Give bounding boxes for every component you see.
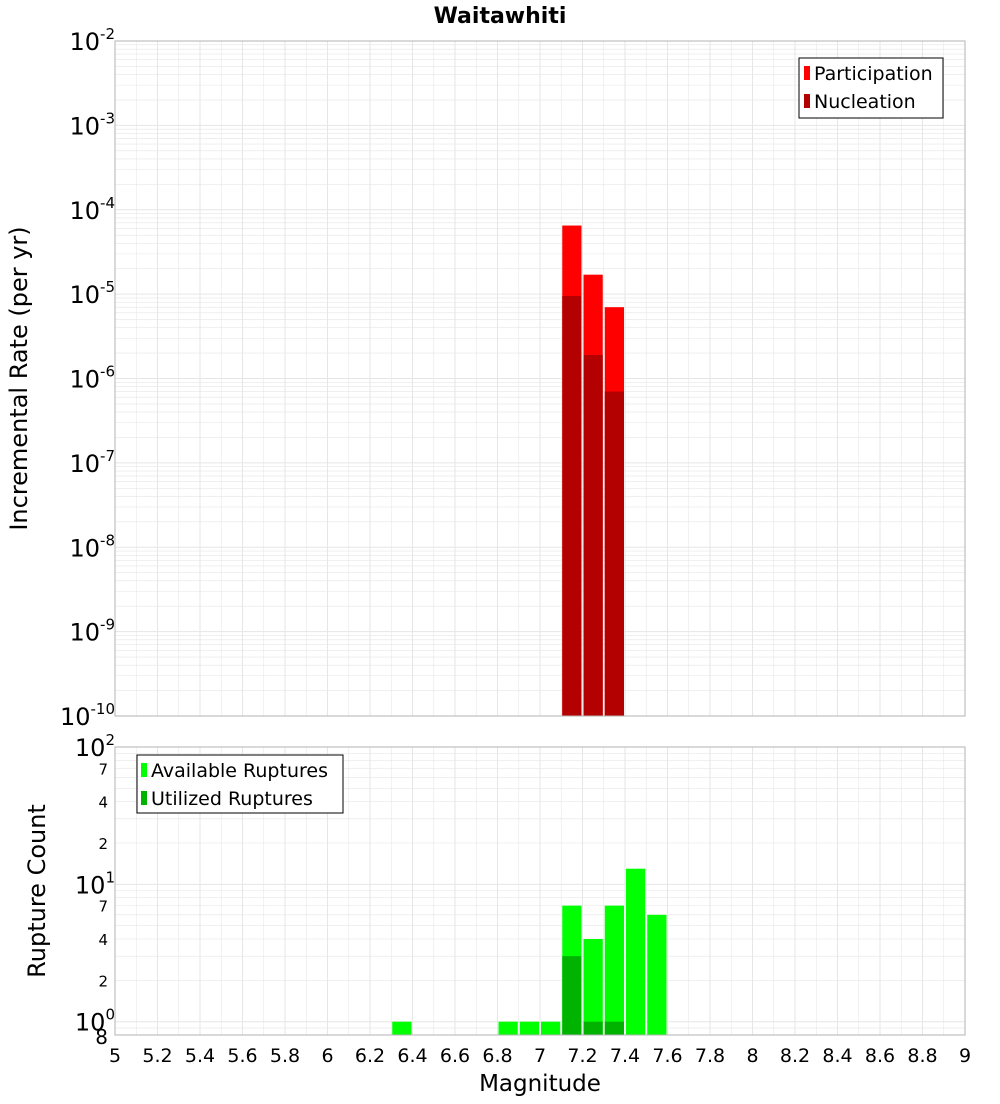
- bottom-bar-utilized-ruptures: [604, 1021, 624, 1035]
- top-legend-box: [798, 57, 944, 119]
- bottom-bar-available-ruptures: [583, 939, 603, 1035]
- x-tick-label: 5.2: [142, 1045, 172, 1067]
- x-axis-label: Magnitude: [479, 1071, 601, 1097]
- bottom-bar-available-ruptures: [541, 1021, 561, 1035]
- x-tick-label: 7.8: [695, 1045, 725, 1067]
- x-tick-label: 8.6: [865, 1045, 895, 1067]
- bottom-bar-available-ruptures: [519, 1021, 539, 1035]
- bottom-y-tick-label: 8: [95, 1025, 108, 1049]
- top-y-axis-label: Incremental Rate (per yr): [5, 226, 33, 530]
- top-legend: Participation Nucleation: [798, 57, 944, 119]
- x-tick-label: 5: [109, 1045, 121, 1067]
- x-tick-label: 8: [746, 1045, 758, 1067]
- x-tick-label: 7.6: [652, 1045, 682, 1067]
- bottom-bar-available-ruptures: [626, 868, 646, 1035]
- top-bars: [562, 225, 624, 716]
- x-tick-label: 8.2: [780, 1045, 810, 1067]
- top-y-tick-label: 10-6: [69, 363, 115, 394]
- top-y-tick-label: 10-9: [69, 616, 115, 647]
- bottom-bar-available-ruptures: [498, 1021, 518, 1035]
- legend-swatch: [141, 763, 147, 777]
- top-bar-nucleation: [604, 391, 624, 716]
- bottom-bar-available-ruptures: [392, 1021, 412, 1035]
- bottom-bar-utilized-ruptures: [562, 956, 582, 1035]
- top-bar-nucleation: [562, 296, 582, 716]
- top-y-tick-label: 10-4: [69, 194, 115, 225]
- bottom-y-tick-label-minor: 7: [98, 760, 108, 778]
- bottom-y-tick-label: 102: [75, 731, 115, 762]
- legend-swatch: [804, 94, 810, 108]
- bottom-legend: Available Ruptures Utilized Ruptures: [136, 754, 344, 814]
- bottom-y-tick-label-minor: 7: [98, 898, 108, 916]
- x-tick-label: 5.6: [227, 1045, 257, 1067]
- legend-label: Nucleation: [814, 91, 916, 113]
- x-tick-label: 6: [321, 1045, 333, 1067]
- top-plot-frame: [114, 40, 966, 717]
- top-y-tick-label: 10-7: [69, 447, 115, 478]
- x-tick-label: 5.8: [270, 1045, 300, 1067]
- x-tick-label: 9: [959, 1045, 971, 1067]
- bottom-y-tick-label-minor: 4: [98, 931, 108, 949]
- legend-label: Participation: [814, 63, 933, 85]
- x-tick-label: 7.4: [610, 1045, 640, 1067]
- bottom-y-axis-label: Rupture Count: [23, 804, 51, 978]
- top-y-tick-label: 10-3: [69, 109, 115, 140]
- x-tick-label: 7.2: [567, 1045, 597, 1067]
- bottom-y-tick-label: 100: [75, 1006, 115, 1037]
- bottom-legend-box: [136, 754, 344, 814]
- bottom-bar-available-ruptures: [604, 905, 624, 1035]
- legend-label: Utilized Ruptures: [151, 788, 313, 810]
- top-bar-nucleation: [583, 354, 603, 716]
- x-tick-label: 6.6: [440, 1045, 470, 1067]
- bottom-y-tick-label: 101: [75, 868, 115, 899]
- x-tick-label: 6.8: [482, 1045, 512, 1067]
- top-y-tick-label: 10-8: [69, 531, 115, 562]
- x-tick-label: 8.8: [907, 1045, 937, 1067]
- x-tick-label: 6.2: [355, 1045, 385, 1067]
- bottom-y-tick-label-minor: 2: [98, 972, 108, 990]
- legend-label: Available Ruptures: [151, 760, 328, 782]
- bottom-bar-available-ruptures: [647, 914, 667, 1035]
- chart-title: Waitawhiti: [434, 4, 567, 29]
- bottom-y-tick-label-minor: 4: [98, 794, 108, 812]
- bottom-bar-utilized-ruptures: [583, 1021, 603, 1035]
- top-y-tick-label: 10-5: [69, 278, 115, 309]
- legend-swatch: [141, 791, 147, 805]
- x-tick-label: 8.4: [822, 1045, 852, 1067]
- bottom-bars: [392, 868, 667, 1035]
- x-tick-label: 5.4: [185, 1045, 215, 1067]
- x-tick-label: 7: [534, 1045, 546, 1067]
- bottom-plot-frame: [114, 746, 966, 1036]
- top-y-tick-label: 10-10: [60, 700, 115, 731]
- x-tick-label: 6.4: [397, 1045, 427, 1067]
- grid-lines: [114, 40, 966, 717]
- bottom-y-tick-label-minor: 2: [98, 835, 108, 853]
- top-y-tick-label: 10-2: [69, 25, 115, 56]
- legend-swatch: [804, 66, 810, 80]
